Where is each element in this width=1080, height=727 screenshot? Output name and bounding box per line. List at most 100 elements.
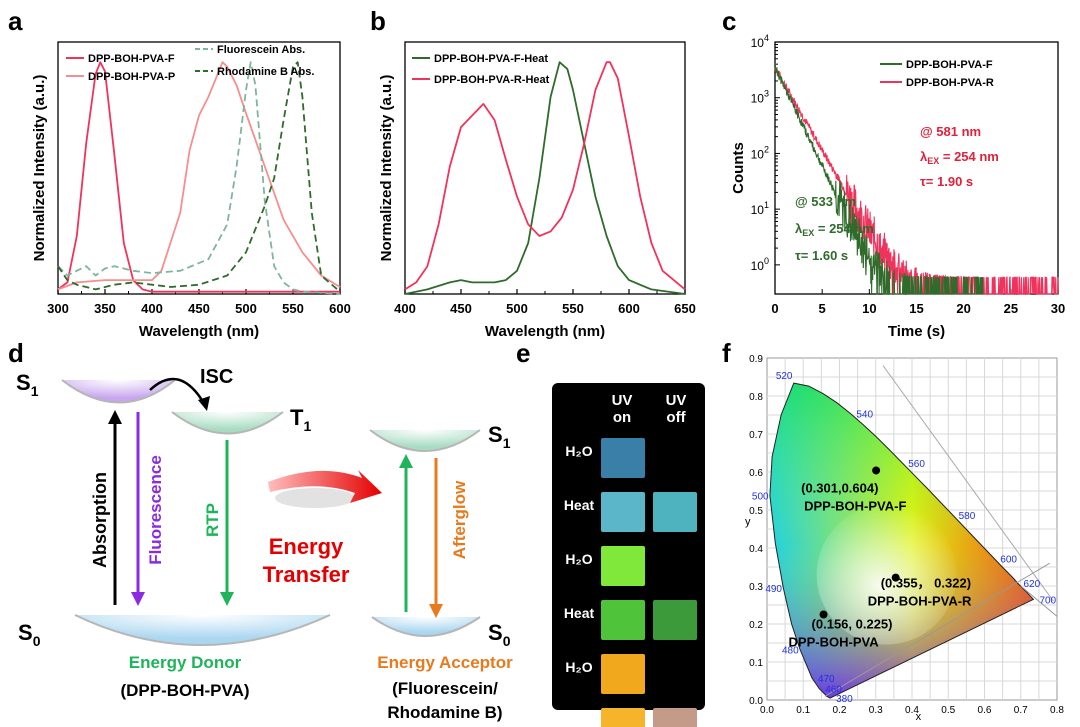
x-tick-label: 400 [394, 301, 416, 316]
x-tick-label: 500 [506, 301, 528, 316]
y-tick-label: 0.9 [749, 354, 763, 365]
donor-label: Energy Donor [129, 653, 242, 672]
x-tick-label: 0.4 [905, 705, 919, 716]
legend-label: DPP-BOH-PVA-F [88, 53, 175, 65]
row-label: Heat [564, 605, 595, 621]
chart-a: 300 350 400 450 500 550 600 Wavelength (nm) Norm… [31, 41, 351, 340]
x-tick-label: 0.1 [796, 705, 810, 716]
row-label: H₂O [565, 551, 592, 567]
y-tick-label: 0.2 [749, 620, 763, 631]
acceptor-sub1-label: (Fluorescein/ [392, 679, 498, 698]
cie-point-name: DPP-BOH-PVA [789, 635, 880, 650]
s0-label: S0 [18, 620, 41, 649]
x-tick-label: 550 [282, 301, 304, 316]
y-tick-label: 0.7 [749, 430, 763, 441]
x-tick-label: 0.0 [760, 705, 774, 716]
cie-point [891, 573, 900, 582]
wavelength-label: 380 [836, 694, 853, 705]
series-line [404, 61, 686, 295]
y-tick-label: 102 [751, 144, 769, 161]
panel-label-d: d [8, 338, 24, 368]
isc-label: ISC [200, 366, 233, 388]
series-line [57, 61, 341, 293]
x-tick-label: 5 [819, 301, 826, 316]
sample-uv-on [601, 546, 645, 586]
wavelength-label: 540 [856, 409, 873, 420]
row-label: H₂O [565, 659, 592, 675]
legend-label: Fluorescein Abs. [217, 44, 305, 56]
y-tick-label: 0.1 [749, 658, 763, 669]
chart-b: 400 450 500 550 600 650 Wavelength (nm) Normali… [378, 41, 696, 340]
sample-uv-on [601, 600, 645, 640]
x-axis-label: Wavelength (nm) [485, 323, 605, 340]
wavelength-label: 470 [818, 674, 835, 685]
y-axis-label: Normalized Intensity (a.u.) [378, 75, 395, 262]
panel-label-f: f [722, 338, 731, 368]
x-tick-label: 0.7 [1014, 705, 1028, 716]
x-tick-label: 500 [235, 301, 257, 316]
legend-label: Rhodamine B Abs. [217, 66, 314, 78]
cie-point [819, 610, 828, 619]
series-line [57, 61, 341, 295]
wavelength-label: 560 [908, 459, 925, 470]
chart-c: 0 5 10 15 20 25 30 100 101 102 103 104 Time (s) Count… [730, 33, 1065, 340]
transfer-label: Transfer [263, 562, 350, 587]
annotation-r3: τ= 1.90 s [920, 174, 973, 189]
wavelength-label: 460 [825, 685, 842, 696]
wavelength-label: 700 [1039, 595, 1056, 606]
cie-point-name: DPP-BOH-PVA-F [804, 498, 906, 513]
y-tick-label: 0.3 [749, 582, 763, 593]
y-tick-label: 0.4 [749, 544, 763, 555]
y-tick-label: 100 [751, 256, 769, 273]
cie-point-coord: (0.355， 0.322) [881, 576, 971, 591]
panel-label-e: e [516, 338, 530, 368]
cie-locus [769, 382, 1035, 699]
x-tick-label: 15 [909, 301, 923, 316]
col-uv-off-line2: off [666, 409, 686, 426]
annotation-f1: @ 533 nm [795, 194, 856, 209]
row-label: Heat [564, 713, 595, 727]
y-tick-label: 0.5 [749, 506, 763, 517]
sample-uv-on [601, 438, 645, 478]
y-axis-label: y [745, 516, 751, 528]
x-tick-label: 0.3 [869, 705, 883, 716]
x-tick-label: 0.2 [833, 705, 847, 716]
x-tick-label: 550 [562, 301, 584, 316]
x-tick-label: 0.6 [978, 705, 992, 716]
cie-point-coord: (0.156, 0.225) [812, 617, 893, 632]
y-tick-label: 101 [751, 200, 769, 217]
isc-arrow [149, 377, 207, 406]
cie-white [816, 504, 957, 645]
absorption-label: Absorption [90, 472, 110, 568]
diagonal [882, 365, 1054, 602]
col-uv-on-line2: on [613, 409, 631, 426]
x-tick-label: 350 [94, 301, 116, 316]
wavelength-label: 520 [776, 371, 793, 382]
t1-label: T1 [290, 405, 311, 434]
rtp-label: RTP [203, 503, 222, 537]
sample-uv-on [601, 654, 645, 694]
acceptor-sub2-label: Rhodamine B) [387, 703, 502, 722]
wavelength-label: 480 [782, 645, 799, 656]
series-line [774, 63, 984, 295]
sample-uv-off [653, 492, 697, 532]
panel-label-a: a [8, 6, 23, 36]
y-tick-label: 104 [751, 33, 769, 50]
wavelength-label: 620 [1023, 579, 1040, 590]
panel-label-c: c [722, 6, 736, 36]
diagonal [1020, 585, 1058, 617]
series-line [404, 61, 686, 291]
cie-chart: 0.0 0.1 0.2 0.3 0.4 0.5 0.6 0.7 0.8 0.0 0.1 0.2 0.3 0… [745, 354, 1064, 723]
sample-uv-off [653, 708, 697, 727]
legend-label: DPP-BOH-PVA-F-Heat [434, 53, 548, 65]
energy-label: Energy [269, 534, 344, 559]
annotation-f3: τ= 1.60 s [795, 248, 848, 263]
donor-sub-label: (DPP-BOH-PVA) [120, 681, 249, 700]
energy-diagram: S1 T1 ISC S0 Absorption Fluorescence RTP… [16, 366, 513, 722]
acceptor-s1-label: S1 [488, 422, 511, 451]
x-tick-label: 650 [674, 301, 696, 316]
energy-transfer-arrow [268, 470, 382, 503]
sample-uv-on [601, 492, 645, 532]
sample-uv-off [653, 600, 697, 640]
